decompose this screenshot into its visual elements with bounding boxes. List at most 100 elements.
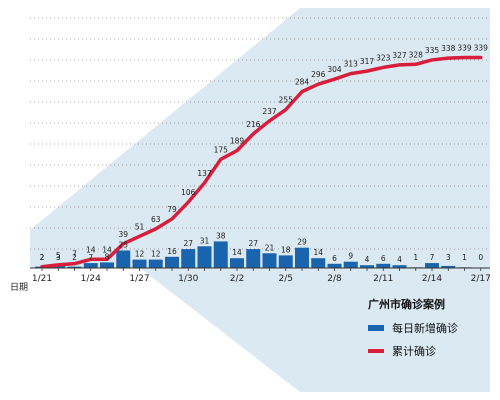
daily-value-label: 31: [200, 236, 210, 245]
bar-2/7: [311, 258, 326, 268]
bar-2/4: [262, 253, 277, 268]
x-tick-label: 1/30: [178, 274, 198, 284]
daily-value-label: 6: [332, 254, 337, 263]
daily-value-label: 1: [462, 253, 467, 262]
total-value-label: 106: [181, 188, 196, 197]
bar-1/22: [51, 265, 66, 268]
daily-bars: [35, 241, 472, 268]
daily-value-label: 0: [478, 253, 483, 262]
daily-value-label: 2: [72, 253, 77, 262]
total-value-label: 338: [441, 44, 456, 53]
total-value-label: 304: [327, 65, 342, 74]
total-value-label: 255: [279, 96, 294, 105]
total-value-label: 175: [214, 145, 229, 154]
total-value-label: 328: [409, 50, 424, 59]
daily-value-label: 12: [135, 250, 145, 259]
bar-1/30: [181, 249, 196, 268]
x-tick-label: 2/5: [279, 274, 293, 284]
bar-2/8: [327, 263, 342, 268]
x-tick-label: 1/21: [32, 274, 52, 284]
daily-value-label: 2: [40, 253, 45, 262]
daily-value-label: 4: [365, 255, 370, 264]
x-tick-label: 2/2: [230, 274, 244, 284]
bar-2/1: [213, 241, 228, 268]
daily-value-label: 18: [281, 245, 291, 254]
bar-1/27: [132, 259, 147, 268]
bar-2/11: [376, 263, 391, 268]
legend-swatch-bar: [368, 325, 384, 331]
cumulative-line: [40, 55, 483, 269]
bar-1/25: [100, 262, 114, 268]
daily-value-label: 12: [151, 250, 161, 259]
bar-2/3: [246, 249, 261, 268]
total-value-label: 14: [102, 245, 112, 254]
total-value-label: 5: [56, 251, 61, 260]
bar-2/14: [425, 263, 439, 268]
daily-value-label: 21: [265, 243, 275, 252]
total-value-label: 137: [197, 169, 212, 178]
legend-label-total: 累计确诊: [392, 345, 436, 358]
x-tick-label: 2/8: [327, 274, 342, 284]
daily-value-label: 7: [88, 253, 93, 262]
background-shape: [30, 8, 490, 392]
daily-value-label: 14: [313, 248, 323, 257]
daily-value-label: 7: [430, 253, 435, 262]
total-value-label: 339: [457, 43, 472, 52]
total-value-label: 317: [360, 57, 375, 66]
daily-value-label: 9: [348, 252, 353, 261]
total-value-label: 189: [230, 137, 245, 146]
daily-value-label: 27: [248, 239, 258, 248]
total-value-label: 79: [167, 205, 177, 214]
legend-label-daily: 每日新增确诊: [392, 322, 458, 335]
total-value-label: 237: [262, 107, 277, 116]
x-tick-label: 1/24: [81, 274, 101, 284]
x-tick-label: 2/17: [471, 274, 491, 284]
daily-value-label: 16: [167, 247, 177, 256]
daily-value-label: 4: [397, 255, 402, 264]
legend-title: 广州市确诊案例: [368, 298, 445, 311]
x-tick-label: 2/11: [373, 274, 393, 284]
daily-value-label: 29: [297, 238, 307, 247]
total-value-label: 313: [344, 60, 359, 69]
x-axis: 日期 1/21 1/24 1/27 1/30 2/2 2/5 2/8 2/11 2/14 2/17: [10, 267, 491, 293]
bar-2/6: [295, 247, 309, 268]
bar-1/29: [165, 256, 179, 268]
total-value-label: 63: [151, 215, 161, 224]
bar-1/28: [148, 259, 163, 268]
total-value-label: 14: [86, 245, 96, 254]
daily-value-label: 1: [413, 253, 418, 262]
daily-value-label: 14: [232, 248, 242, 257]
legend: 广州市确诊案例 每日新增确诊 累计确诊: [368, 296, 498, 366]
total-value-label: 51: [135, 222, 145, 231]
legend-swatch-line: [368, 349, 384, 353]
x-tick-label: 2/14: [422, 274, 442, 284]
total-value-label: 339: [474, 43, 489, 52]
total-value-label: 327: [392, 51, 407, 60]
total-value-label: 216: [246, 120, 261, 129]
grid-lines: [30, 17, 488, 250]
x-tick-label: 1/27: [129, 274, 149, 284]
total-value-label: 2: [40, 253, 45, 262]
bar-2/12: [392, 265, 407, 268]
daily-value-label: 38: [216, 231, 226, 240]
bar-2/9: [343, 261, 358, 268]
bar-1/23: [67, 266, 82, 268]
bar-2/5: [278, 255, 293, 268]
total-value-label: 296: [311, 70, 326, 79]
daily-value-label: 6: [381, 254, 386, 263]
daily-value-label: 3: [446, 253, 451, 262]
legend-item-daily: 每日新增确诊: [368, 320, 498, 336]
bar-2/10: [360, 265, 374, 268]
bar-1/26: [116, 250, 131, 268]
total-value-label: 323: [376, 53, 391, 62]
total-value-label: 335: [425, 46, 440, 55]
bar-1/31: [197, 246, 212, 268]
bar-2/15: [441, 265, 456, 268]
total-value-label: 284: [295, 78, 310, 87]
daily-value-label: 25: [118, 241, 128, 250]
cumulative-line-group: [40, 55, 483, 269]
bar-2/2: [230, 258, 244, 268]
legend-item-total: 累计确诊: [368, 343, 498, 359]
daily-value-label: 3: [56, 253, 61, 262]
